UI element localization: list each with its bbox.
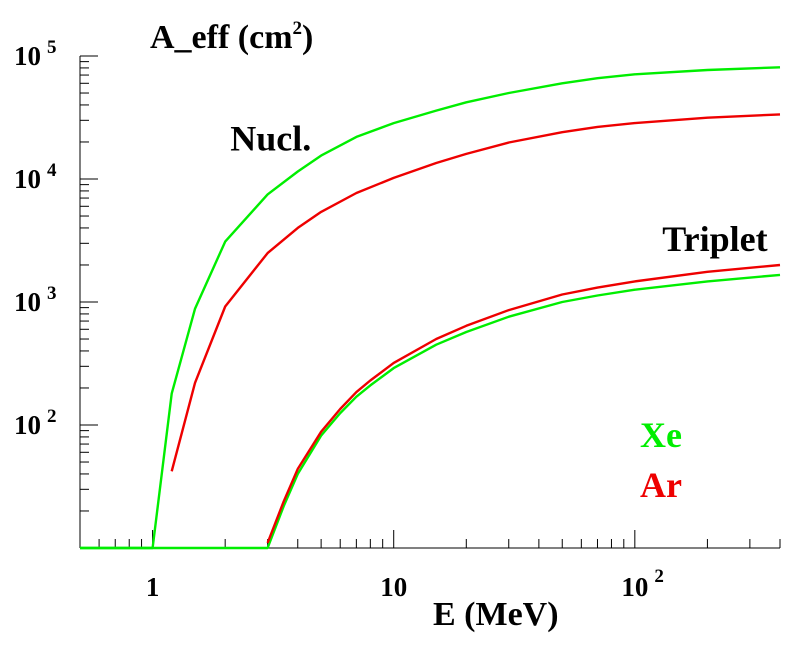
- y-tick-label: 10 4: [14, 160, 57, 194]
- y-tick-label: 10 2: [14, 406, 57, 440]
- x-tick-label: 1: [146, 572, 160, 602]
- legend-entry: Ar: [640, 465, 682, 505]
- series-line: [170, 113, 781, 472]
- series-line: [80, 273, 781, 550]
- y-tick-label: 10 3: [14, 283, 57, 317]
- chart-title: A_eff (cm2): [150, 18, 313, 56]
- series-line: [80, 66, 781, 550]
- legend-entry: Xe: [640, 415, 682, 455]
- series-group: [80, 66, 781, 550]
- series-line: [266, 263, 781, 544]
- x-axis-label: E (MeV): [433, 596, 559, 633]
- y-tick-label: 10 5: [14, 37, 57, 71]
- x-tick-label: 10 2: [621, 566, 664, 602]
- annotation-label: Triplet: [662, 219, 767, 259]
- labels-group: A_eff (cm2) E (MeV) 10 2 10 3 10 4 10 5 1 10 10 2 Nu…: [14, 18, 768, 633]
- annotation-label: Nucl.: [230, 119, 311, 159]
- x-tick-label: 10: [380, 572, 407, 602]
